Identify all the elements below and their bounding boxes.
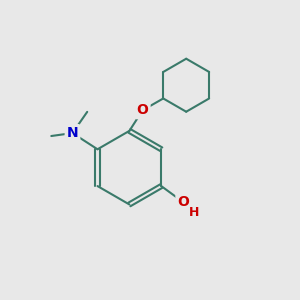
Text: H: H: [189, 206, 200, 219]
Text: O: O: [177, 195, 189, 209]
Text: N: N: [67, 126, 78, 140]
Text: O: O: [137, 103, 148, 117]
